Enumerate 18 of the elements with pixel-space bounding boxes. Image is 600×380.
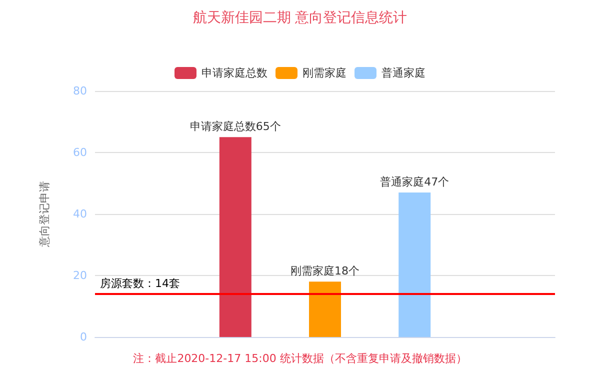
text: 注：截止2020-12-17 15:00 统计数据（不含重复申请及撤销数据） bbox=[133, 352, 467, 365]
y-tick-label: 20 bbox=[73, 269, 87, 282]
data-label: 申请家庭总数65个 bbox=[190, 120, 281, 134]
y-tick-label: 0 bbox=[80, 330, 87, 344]
data-label: 普通家庭47个 bbox=[380, 175, 450, 188]
data-label: 刚需家庭18个 bbox=[290, 264, 360, 278]
legend-label: 刚需家庭 bbox=[302, 66, 346, 80]
chart-title: 航天新佳园二期 意向登记信息统计 bbox=[192, 10, 408, 26]
y-tick-label: 60 bbox=[73, 146, 87, 159]
bar bbox=[309, 282, 341, 337]
y-axis-title: 意向登记申请 bbox=[38, 181, 51, 248]
ref-line-label: 房源套数：14套 bbox=[100, 276, 180, 290]
y-tick-label: 80 bbox=[73, 84, 87, 98]
bar bbox=[219, 137, 252, 337]
legend-label: 普通家庭 bbox=[382, 66, 426, 80]
legend-label: 申请家庭总数 bbox=[202, 66, 268, 80]
bar bbox=[398, 192, 431, 337]
y-tick-label: 40 bbox=[73, 208, 87, 220]
